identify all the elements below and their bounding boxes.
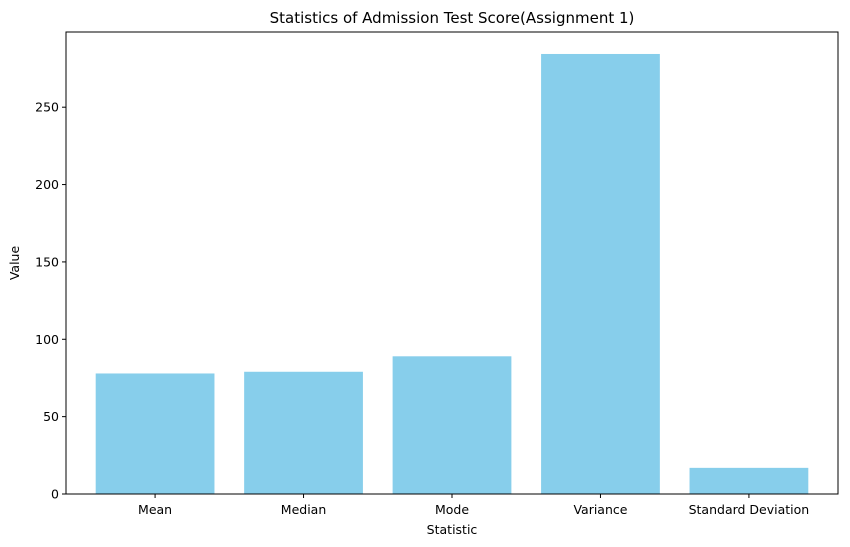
y-tick-label: 250 xyxy=(35,100,59,115)
bar-mode xyxy=(392,356,512,494)
bar-standard-deviation xyxy=(689,467,809,494)
plot-frame xyxy=(65,31,839,495)
bar-mean xyxy=(95,373,215,494)
x-tick-label: Mean xyxy=(138,502,172,517)
x-tick-label: Variance xyxy=(573,502,627,517)
y-tick-label: 50 xyxy=(43,409,59,424)
y-axis-label: Value xyxy=(7,246,22,281)
x-axis-label: Statistic xyxy=(427,522,478,537)
chart-title: Statistics of Admission Test Score(Assig… xyxy=(270,9,635,27)
y-tick-label: 200 xyxy=(35,177,59,192)
bars-layer xyxy=(95,53,809,494)
x-tick-label: Median xyxy=(281,502,326,517)
y-tick-label: 150 xyxy=(35,254,59,269)
y-tick-label: 0 xyxy=(51,487,59,502)
y-ticks: 0 50 100 150 200 250 xyxy=(35,100,66,502)
x-tick-label: Standard Deviation xyxy=(689,502,810,517)
bar-median xyxy=(244,371,363,494)
x-tick-label: Mode xyxy=(435,502,469,517)
y-tick-label: 100 xyxy=(35,332,59,347)
x-ticks: Mean Median Mode Variance Standard Deviation xyxy=(138,494,809,517)
bar-variance xyxy=(541,53,660,494)
